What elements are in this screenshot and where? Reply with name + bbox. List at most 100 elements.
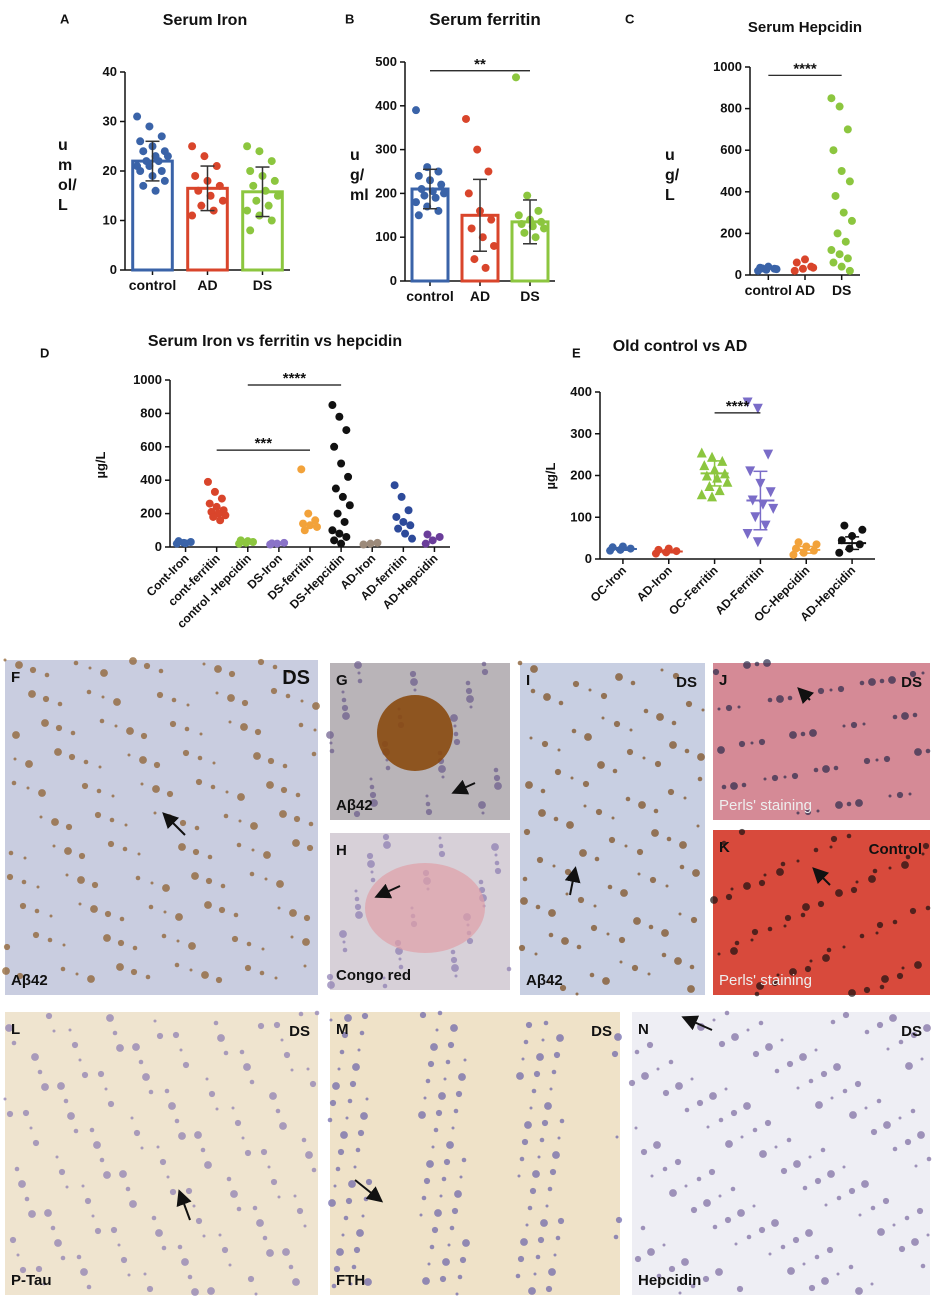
- cell: [80, 1268, 88, 1276]
- cell: [292, 1278, 300, 1286]
- cell: [161, 933, 167, 939]
- cell: [883, 1121, 891, 1129]
- cell: [58, 1168, 66, 1176]
- cell: [656, 1273, 662, 1279]
- data-point: [163, 152, 172, 161]
- cell: [24, 1196, 30, 1202]
- significance-label: ***: [255, 435, 273, 452]
- cell: [357, 671, 361, 675]
- cell: [339, 930, 347, 938]
- cell: [398, 964, 404, 970]
- cell: [537, 1155, 541, 1159]
- data-point: [420, 191, 429, 200]
- cell: [631, 964, 639, 972]
- cell: [23, 856, 27, 860]
- cell: [65, 1185, 69, 1189]
- cell: [370, 877, 376, 883]
- cell: [718, 1117, 724, 1123]
- cell: [506, 966, 512, 972]
- cell: [447, 1041, 455, 1049]
- cell: [357, 1129, 365, 1137]
- cell: [205, 1077, 209, 1081]
- cell: [876, 1021, 884, 1029]
- cell: [646, 1041, 654, 1049]
- cell: [252, 1205, 258, 1211]
- cell: [597, 761, 605, 769]
- micrograph: [713, 830, 930, 995]
- cell: [756, 982, 764, 990]
- cell: [555, 1235, 561, 1241]
- cell: [830, 835, 838, 843]
- cell: [298, 1011, 304, 1017]
- cell: [494, 853, 498, 857]
- y-axis-label: L: [58, 197, 68, 214]
- cell: [356, 1229, 364, 1237]
- cell: [822, 954, 830, 962]
- cell: [701, 708, 705, 712]
- cell: [6, 1110, 14, 1118]
- cell: [343, 1215, 349, 1221]
- panel-letter: D: [40, 346, 49, 361]
- cell: [689, 964, 695, 970]
- cell: [12, 731, 20, 739]
- data-point: [792, 258, 801, 267]
- cell: [538, 809, 546, 817]
- cell: [78, 902, 82, 906]
- data-point: [520, 228, 529, 237]
- cell: [712, 1224, 718, 1230]
- cell: [697, 753, 705, 761]
- cell: [771, 979, 779, 987]
- cell: [879, 678, 885, 684]
- cell: [614, 1033, 622, 1041]
- cell: [848, 1187, 856, 1195]
- cell: [759, 1150, 767, 1158]
- cell: [566, 821, 574, 829]
- cell: [615, 673, 623, 681]
- data-point: [160, 176, 169, 185]
- data-point: [340, 517, 349, 526]
- cell: [226, 1176, 232, 1182]
- cell: [565, 892, 569, 896]
- significance-label: **: [474, 56, 486, 73]
- cell: [354, 661, 362, 669]
- cell: [140, 732, 148, 740]
- cell: [642, 756, 646, 760]
- y-axis-label: L: [665, 187, 675, 204]
- cell: [833, 1063, 841, 1071]
- data-point: [414, 171, 423, 180]
- cell: [536, 856, 544, 864]
- cell: [127, 753, 131, 757]
- cell: [527, 1205, 533, 1211]
- cell: [743, 1102, 751, 1110]
- y-tick-label: 100: [570, 509, 592, 524]
- data-point: [798, 264, 807, 273]
- cell: [615, 1135, 619, 1139]
- panel-letter: F: [11, 669, 20, 686]
- cell: [41, 1083, 49, 1091]
- cell: [398, 957, 402, 961]
- cell: [156, 1032, 164, 1040]
- cell: [607, 884, 613, 890]
- data-point: [243, 537, 252, 546]
- panel-tag: Control: [869, 841, 922, 858]
- cell: [90, 905, 98, 913]
- cell: [26, 786, 30, 790]
- cell: [434, 1209, 442, 1217]
- cell: [451, 1126, 455, 1130]
- data-point: [412, 106, 420, 115]
- data-point: [745, 466, 756, 477]
- cell: [306, 1067, 310, 1071]
- cell: [641, 1072, 649, 1080]
- cell: [737, 705, 741, 709]
- data-point: [829, 258, 838, 267]
- cell: [283, 1051, 291, 1059]
- cell: [73, 660, 79, 666]
- cell: [859, 680, 865, 686]
- cell: [679, 864, 685, 870]
- cell: [290, 935, 294, 939]
- y-tick-label: 400: [375, 98, 397, 113]
- cell: [185, 1187, 193, 1195]
- cell: [63, 1098, 69, 1104]
- cell: [548, 1268, 556, 1276]
- cell: [249, 1079, 255, 1085]
